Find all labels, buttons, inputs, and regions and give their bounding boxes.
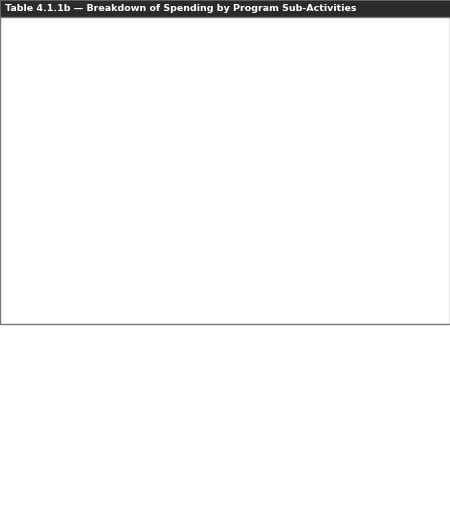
Text: Protecting Canada’s livestock and aquatic animals: Protecting Canada’s livestock and aquati…: [4, 251, 216, 261]
Bar: [0, 238, 450, 250]
Text: Program Activity:: Program Activity:: [4, 83, 86, 91]
Text: CFIA’s Contributions:: CFIA’s Contributions:: [4, 133, 104, 142]
Text: 20.8: 20.8: [229, 313, 247, 322]
Text: 24.9: 24.9: [297, 313, 315, 322]
Text: 32.1: 32.1: [229, 201, 247, 210]
Bar: [0, 158, 450, 170]
Text: 57.6: 57.6: [229, 239, 248, 248]
Text: FY 2005–06: FY 2005–06: [184, 19, 234, 28]
Text: Protecting Canada’s crops and forests: Protecting Canada’s crops and forests: [4, 239, 164, 248]
Bar: [0, 17, 450, 324]
Text: Program Activity:: Program Activity:: [4, 225, 86, 234]
Text: 41.6: 41.6: [297, 239, 315, 248]
Text: Maintaining an effective regulatory framework: Maintaining an effective regulatory fram…: [4, 171, 201, 180]
Text: 1.2: 1.2: [369, 302, 382, 310]
Text: 52.9: 52.9: [171, 251, 189, 261]
Text: 35.6: 35.6: [171, 239, 189, 248]
Text: Actual
Spending
($ millions): Actual Spending ($ millions): [214, 32, 262, 62]
Text: 47.6: 47.6: [171, 160, 189, 168]
Text: 63.1: 63.1: [367, 251, 385, 261]
Text: Table 4.1.1b — Breakdown of Spending by Program Sub-Activities: Table 4.1.1b — Breakdown of Spending by …: [5, 4, 356, 13]
Bar: [0, 108, 450, 126]
Text: 70.3: 70.3: [297, 113, 315, 122]
Text: 16.7: 16.7: [367, 187, 385, 196]
Bar: [0, 250, 450, 262]
Text: Promoting science-based regulations: Promoting science-based regulations: [4, 160, 160, 168]
Text: 10.3: 10.3: [229, 264, 247, 272]
Text: 32.9: 32.9: [297, 302, 315, 310]
Text: 19.0: 19.0: [229, 171, 247, 180]
Bar: [0, 17, 450, 30]
Text: 14.0: 14.0: [297, 187, 315, 196]
Text: CFIA’s Contribution:: CFIA’s Contribution:: [4, 71, 99, 80]
Bar: [0, 262, 450, 274]
Text: Preparing for emergencies: Preparing for emergencies: [4, 302, 116, 310]
Text: 11.8: 11.8: [297, 264, 315, 272]
Bar: [0, 126, 450, 158]
Text: Promoting the security of Canada’s food supply and agricultural resource base: Promoting the security of Canada’s food …: [59, 281, 369, 290]
Text: 13.2: 13.2: [229, 160, 247, 168]
Text: Actual
Spending
($ millions): Actual Spending ($ millions): [351, 32, 400, 62]
Text: Food safety and public health: Food safety and public health: [59, 83, 176, 91]
Bar: [0, 182, 450, 200]
Bar: [0, 274, 450, 300]
Text: 53.3: 53.3: [297, 251, 315, 261]
Bar: [0, 96, 450, 108]
Text: 16.8: 16.8: [367, 160, 385, 168]
Text: Animal and plant resource protection: Animal and plant resource protection: [59, 225, 206, 234]
Text: 22.6: 22.6: [367, 313, 385, 322]
Text: 4.4: 4.4: [231, 302, 244, 310]
Text: 44.7: 44.7: [171, 201, 189, 210]
Text: Program Activity:: Program Activity:: [4, 144, 86, 154]
Text: 283.2: 283.2: [294, 97, 318, 106]
Bar: [0, 200, 450, 212]
Text: 12.7: 12.7: [171, 187, 189, 196]
Text: 7.0: 7.0: [299, 171, 313, 180]
Text: Protecting consumers through a fair and effective food, animal and plant regulat: Protecting consumers through a fair and …: [59, 133, 420, 153]
Text: Protecting Canadians from preventable health risks related to food safety or the: Protecting Canadians from preventable he…: [59, 71, 428, 91]
Text: Program Activity:: Program Activity:: [4, 286, 86, 296]
Text: 234.8: 234.8: [168, 97, 192, 106]
Text: 71.1: 71.1: [229, 251, 247, 261]
Text: Science and regulation: Science and regulation: [59, 144, 149, 154]
Text: 1.6: 1.6: [173, 302, 187, 310]
Bar: [0, 0, 450, 17]
Bar: [0, 170, 450, 182]
Text: Public security: Public security: [59, 286, 116, 296]
Text: 95.6: 95.6: [367, 113, 385, 122]
Text: 65.2: 65.2: [367, 239, 385, 248]
Text: Sustaining the plant and animal resource base: Sustaining the plant and animal resource…: [59, 219, 243, 228]
Text: Managing food safety risks: Managing food safety risks: [4, 97, 117, 106]
Bar: [0, 30, 450, 64]
Text: 272.2: 272.2: [226, 97, 250, 106]
Text: 24.0: 24.0: [171, 313, 189, 322]
Text: 11.2: 11.2: [171, 264, 189, 272]
Text: Certifying exports: Certifying exports: [4, 201, 80, 210]
Text: Protecting consumers and the marketplace from
unfair practices: Protecting consumers and the marketplace…: [4, 181, 208, 201]
Text: 18.1: 18.1: [229, 187, 247, 196]
Bar: [0, 0, 450, 17]
Text: 23.8: 23.8: [367, 171, 385, 180]
Text: 47.6: 47.6: [297, 201, 315, 210]
Text: Controlling the transmission of animal diseases
to humans: Controlling the transmission of animal d…: [4, 107, 204, 127]
Bar: [0, 212, 450, 238]
Text: Planned
Spending
($ millions): Planned Spending ($ millions): [282, 32, 330, 62]
Bar: [0, 312, 450, 324]
Text: 11.8: 11.8: [367, 264, 385, 272]
Text: 19.8: 19.8: [367, 201, 385, 210]
Text: CFIA’s Contributions:: CFIA’s Contributions:: [4, 219, 104, 228]
Bar: [0, 64, 450, 96]
Text: CFIA’s Contributions:: CFIA’s Contributions:: [4, 281, 104, 290]
Text: Planned
Spending
($ millions): Planned Spending ($ millions): [156, 32, 204, 62]
Text: 69.3: 69.3: [229, 113, 248, 122]
Text: Assessing agricultural products: Assessing agricultural products: [4, 264, 136, 272]
Text: 63.8: 63.8: [171, 113, 189, 122]
Text: 51.0: 51.0: [297, 160, 315, 168]
Text: 6.3: 6.3: [173, 171, 187, 180]
Text: Program Sub-Activities: Program Sub-Activities: [4, 47, 114, 56]
Bar: [0, 300, 450, 312]
Text: 284.0: 284.0: [364, 97, 388, 106]
Text: Enhancing capacity to respond to emergencies: Enhancing capacity to respond to emergen…: [4, 313, 202, 322]
Text: FY 2006–07: FY 2006–07: [316, 19, 365, 28]
